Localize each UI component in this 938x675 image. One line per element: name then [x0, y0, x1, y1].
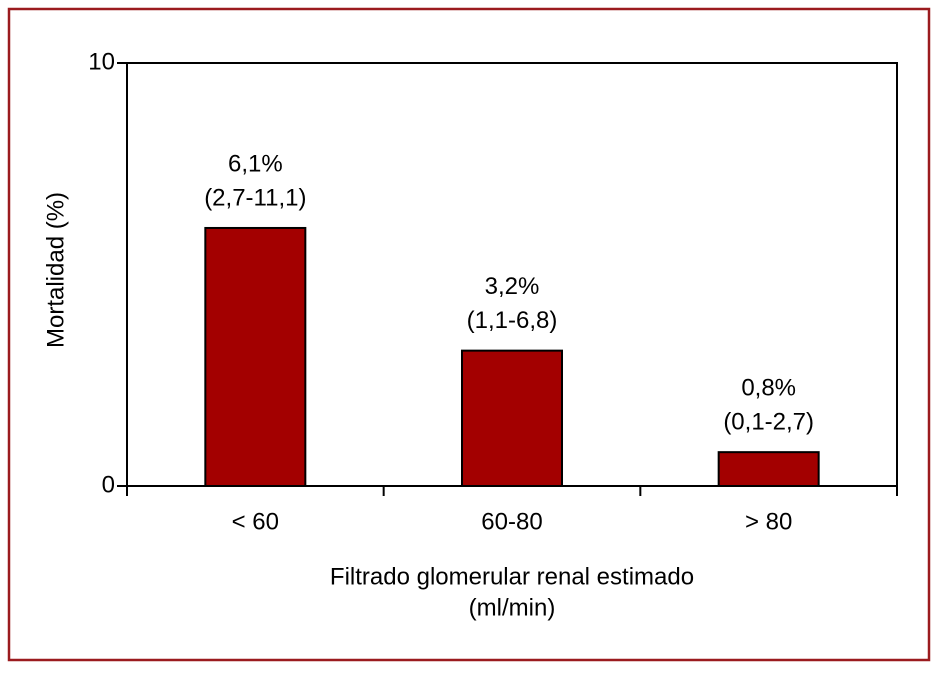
bar — [717, 451, 820, 488]
value-label: 0,8% — [741, 375, 796, 402]
x-axis-label: Filtrado glomerular renal estimado — [330, 563, 694, 590]
y-axis-label: Mortalidad (%) — [42, 192, 69, 348]
y-tick-label: 10 — [88, 48, 115, 75]
x-axis-label-units: (ml/min) — [469, 594, 556, 621]
interval-label: (0,1-2,7) — [723, 409, 814, 436]
bar — [204, 226, 307, 487]
interval-label: (1,1-6,8) — [467, 307, 558, 334]
x-tick-label: > 80 — [745, 508, 792, 535]
y-tick-label: 0 — [102, 471, 115, 498]
bar — [461, 349, 563, 488]
interval-label: (2,7-11,1) — [204, 184, 306, 211]
x-tick-label: 60-80 — [481, 508, 542, 535]
value-label: 6,1% — [228, 150, 283, 177]
x-tick-label: < 60 — [232, 508, 279, 535]
value-label: 3,2% — [485, 273, 540, 300]
frame — [7, 7, 931, 662]
